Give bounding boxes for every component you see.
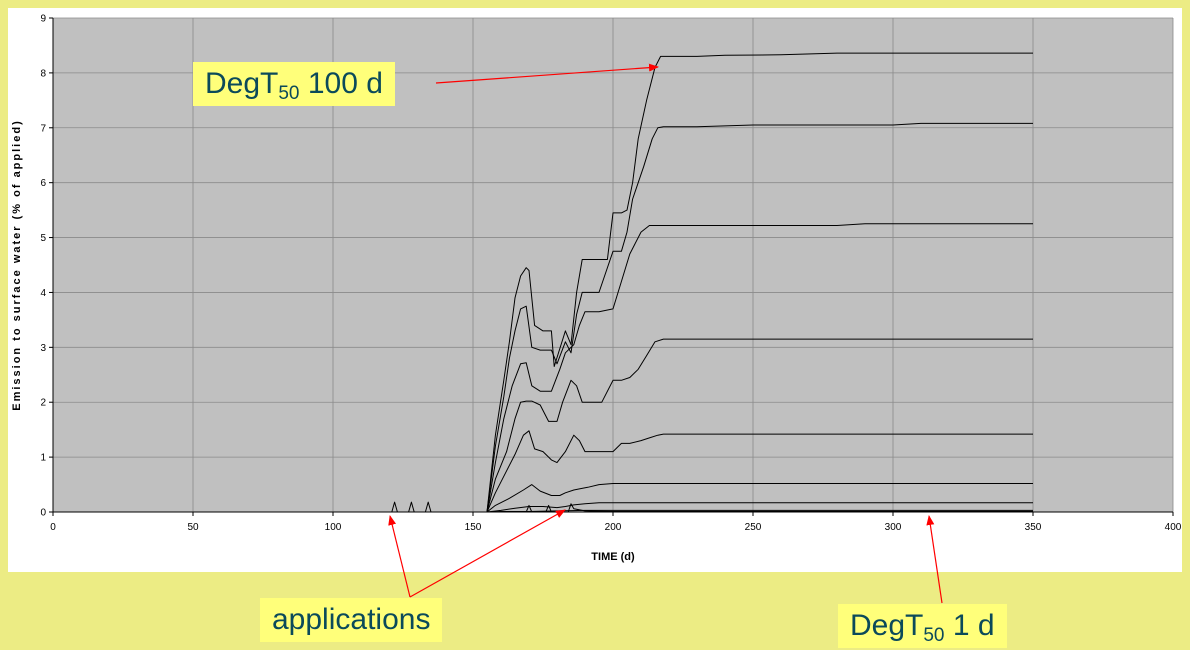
x-tick-label: 100 [325,522,342,533]
series-line-3 [53,223,1033,513]
series-line-4 [53,338,1033,513]
y-tick-label: 6 [40,178,46,189]
y-tick-label: 0 [40,508,46,519]
degt100-tail: 100 d [299,67,383,100]
emission-line-chart: 0 50 100 150 200 250 300 350 400 0 1 2 3 4 5 6 7 8 9 TIME … [11,14,1182,564]
degt1-main: DegT [850,609,924,642]
series-line-8 [53,501,1033,513]
y-axis-label: Emission to surface water (% of applied) [11,119,23,411]
x-tick-label: 200 [605,522,622,533]
applications-callout: applications [260,598,443,642]
degt100-sub: 50 [278,83,300,104]
degt50-1d-callout: DegT50 1 d [838,604,1007,648]
x-tick-label: 350 [1025,522,1042,533]
degt100-main: DegT [205,67,279,100]
x-tick-label: 400 [1165,522,1182,533]
degt1-sub: 50 [923,625,945,646]
x-tick-label: 300 [885,522,902,533]
y-tick-label: 5 [40,233,46,244]
applications-text: applications [272,603,431,636]
degt1-tail: 1 d [944,609,995,642]
y-tick-label: 7 [40,123,46,134]
chart-panel: 0 50 100 150 200 250 300 350 400 0 1 2 3 4 5 6 7 8 9 TIME … [8,8,1182,572]
x-tick-label: 250 [745,522,762,533]
series-line-6 [53,483,1033,513]
x-tick-label: 0 [50,522,56,533]
degt50-100d-callout: DegT50 100 d [193,62,395,106]
y-tick-label: 1 [40,453,46,464]
y-tick-label: 9 [40,14,46,25]
series-line-5 [53,430,1033,513]
series-line-1 [53,52,1033,513]
y-tick-label: 4 [40,288,46,299]
x-axis-label: TIME (d) [591,551,635,563]
series-line-2 [53,122,1033,513]
y-tick-label: 8 [40,68,46,79]
y-tick-label: 2 [40,398,46,409]
y-tick-label: 3 [40,343,46,354]
grid-lines [53,17,1174,512]
x-tick-label: 50 [187,522,199,533]
x-tick-label: 150 [465,522,482,533]
